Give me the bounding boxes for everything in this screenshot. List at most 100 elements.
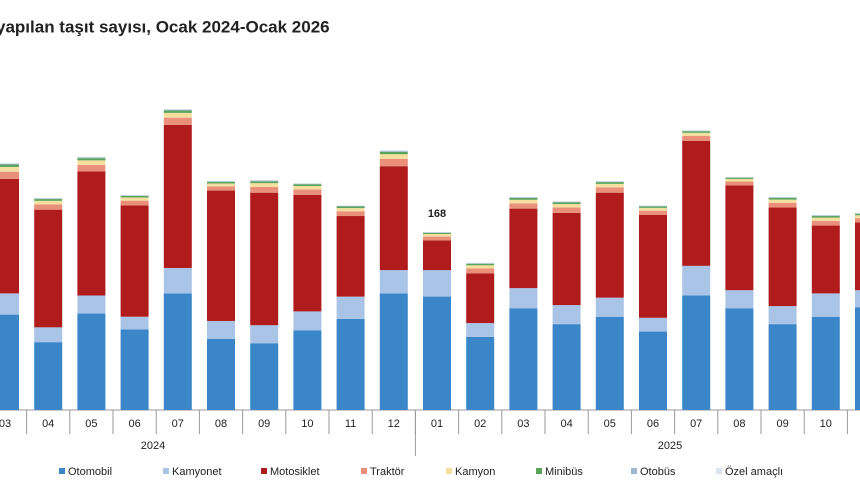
legend-swatch xyxy=(631,468,637,474)
bar-segment xyxy=(639,205,667,207)
bar-segment xyxy=(811,215,840,217)
legend-label: Minibüs xyxy=(545,466,583,478)
bar-segment xyxy=(379,270,408,294)
x-tick-label: 06 xyxy=(128,418,140,430)
bar-segment xyxy=(336,206,365,209)
bar-segment xyxy=(120,200,149,206)
bar-segment xyxy=(423,270,451,297)
data-label: 168 xyxy=(428,208,446,220)
bar-segment xyxy=(0,314,19,410)
bar-segment xyxy=(336,208,365,212)
bar-segment xyxy=(466,268,495,274)
legend-label: Kamyonet xyxy=(172,466,222,478)
bar-segment xyxy=(423,234,451,237)
bar-segment xyxy=(811,225,840,294)
x-tick-label: 05 xyxy=(85,418,97,430)
bar-segment xyxy=(639,331,667,410)
bar-segment xyxy=(639,214,667,318)
bar-segment xyxy=(250,192,279,326)
bar-segment xyxy=(855,290,860,308)
bar-segment xyxy=(163,293,192,410)
legend-swatch xyxy=(716,468,722,474)
bar-segment xyxy=(855,215,860,219)
bar-segment xyxy=(466,273,495,324)
bar-segment xyxy=(379,166,408,271)
bar-segment xyxy=(250,179,279,181)
bar-segment xyxy=(34,204,63,210)
bar-segment xyxy=(552,305,581,325)
bar-segment xyxy=(811,293,840,317)
chart-title: yapılan taşıt sayısı, Ocak 2024-Ocak 202… xyxy=(0,17,330,36)
x-tick-label: 10 xyxy=(820,418,832,430)
bar-segment xyxy=(595,316,624,410)
bar-segment xyxy=(0,164,19,167)
bar-segment xyxy=(811,214,840,216)
bar-segment xyxy=(552,212,581,306)
bar-segment xyxy=(250,186,279,193)
bar-segment xyxy=(77,158,106,161)
x-tick-label: 02 xyxy=(474,418,486,430)
bar-segment xyxy=(336,296,365,319)
bar-segment xyxy=(595,183,624,188)
bar-segment xyxy=(207,181,235,182)
bar-segment xyxy=(682,132,711,136)
bar-segment xyxy=(250,180,279,182)
bar-segment xyxy=(77,313,106,410)
bar-segment xyxy=(336,318,365,410)
bar-segment xyxy=(250,325,279,344)
bar-segment xyxy=(552,324,581,410)
bar-segment xyxy=(250,183,279,187)
bar-segment xyxy=(509,198,538,200)
legend-swatch xyxy=(261,468,267,474)
bar-segment xyxy=(423,240,451,271)
bar-segment xyxy=(0,171,19,179)
x-tick-label: 01 xyxy=(431,418,443,430)
bar-segment xyxy=(768,202,797,208)
bar-segment xyxy=(682,140,711,266)
bar-segment xyxy=(77,295,106,314)
bar-segment xyxy=(120,329,149,410)
x-tick-label: 09 xyxy=(776,418,788,430)
x-tick-label: 07 xyxy=(172,418,184,430)
bar-segment xyxy=(0,293,19,315)
bar-segment xyxy=(120,316,149,330)
x-tick-label: 06 xyxy=(647,418,659,430)
bar-segment xyxy=(34,209,63,328)
bar-segment xyxy=(595,181,624,183)
bar-segment xyxy=(34,200,63,205)
bar-segment xyxy=(552,201,581,202)
bar-segment xyxy=(77,157,106,159)
bar-segment xyxy=(163,117,192,125)
bar-segment xyxy=(0,163,19,165)
bar-segment xyxy=(250,181,279,184)
bar-segment xyxy=(552,204,581,208)
bar-segment xyxy=(120,205,149,317)
bar-segment xyxy=(509,288,538,309)
bar-segment xyxy=(336,211,365,217)
legend-swatch xyxy=(59,468,65,474)
bar-segment xyxy=(466,323,495,337)
bar-segment xyxy=(768,197,797,198)
bar-segment xyxy=(120,194,149,196)
bar-segment xyxy=(207,186,235,191)
bar-segment xyxy=(855,213,860,216)
bar-segment xyxy=(34,198,63,200)
bar-segment xyxy=(509,196,538,198)
x-tick-label: 08 xyxy=(733,418,745,430)
x-tick-label: 04 xyxy=(560,418,572,430)
bar-segment xyxy=(552,201,581,203)
legend-label: Otomobil xyxy=(68,466,112,478)
bar-segment xyxy=(163,124,192,268)
bar-segment xyxy=(639,206,667,208)
bar-segment xyxy=(725,308,754,410)
bar-segment xyxy=(379,293,408,410)
bar-segment xyxy=(77,164,106,172)
bar-segment xyxy=(725,177,754,179)
bar-segment xyxy=(768,196,797,198)
x-tick-label: 12 xyxy=(388,418,400,430)
bar-segment xyxy=(379,158,408,167)
legend-swatch xyxy=(446,468,452,474)
bar-segment xyxy=(423,296,451,410)
bar-segment xyxy=(595,297,624,317)
